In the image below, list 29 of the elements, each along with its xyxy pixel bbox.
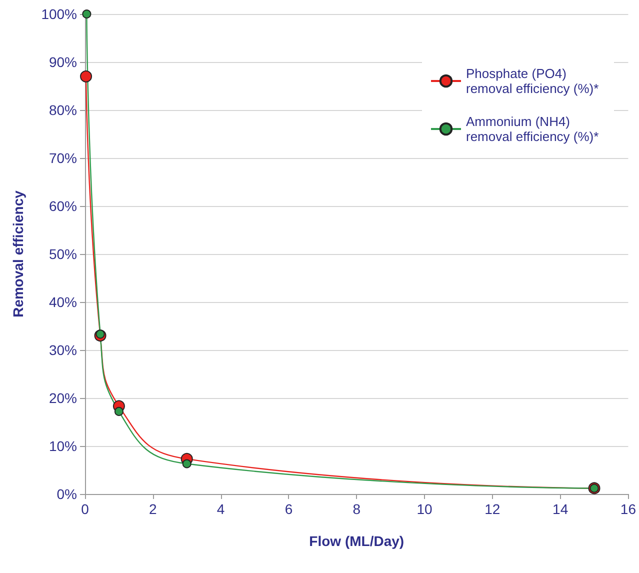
legend-label: Phosphate (PO4) removal efficiency (%)* (466, 66, 599, 96)
point (114, 406, 124, 416)
legend-label: Ammonium (NH4) removal efficiency (%)* (466, 114, 599, 144)
y-tick-label: 50% (48, 246, 77, 262)
y-tick-label: 20% (48, 390, 77, 406)
y-tick-label: 100% (41, 6, 77, 22)
x-tick-label: 14 (552, 501, 568, 517)
y-axis-title: Removal efficiency (10, 190, 26, 318)
point (80, 70, 92, 82)
y-tick-label: 70% (48, 150, 77, 166)
x-tick-label: 6 (284, 501, 293, 517)
x-axis-title: Flow (ML/Day) (309, 533, 404, 549)
y-tick-label: 40% (48, 294, 77, 310)
x-tick-label: 10 (416, 501, 433, 517)
point (182, 459, 192, 468)
y-tick-label: 80% (48, 102, 77, 118)
x-tick-label: 8 (352, 501, 361, 517)
y-tick-label: 0% (56, 486, 77, 502)
y-tick-label: 30% (48, 342, 77, 358)
y-tick-label: 90% (48, 54, 77, 70)
y-tick-label: 10% (48, 438, 77, 454)
x-tick-label: 16 (620, 501, 636, 517)
x-tick-label: 2 (149, 501, 158, 517)
x-tick-label: 4 (216, 501, 225, 517)
x-tick-label: 0 (81, 501, 90, 517)
y-tick-label: 60% (48, 198, 77, 214)
x-tick-label: 12 (484, 501, 500, 517)
point (82, 10, 92, 18)
point (96, 330, 105, 339)
